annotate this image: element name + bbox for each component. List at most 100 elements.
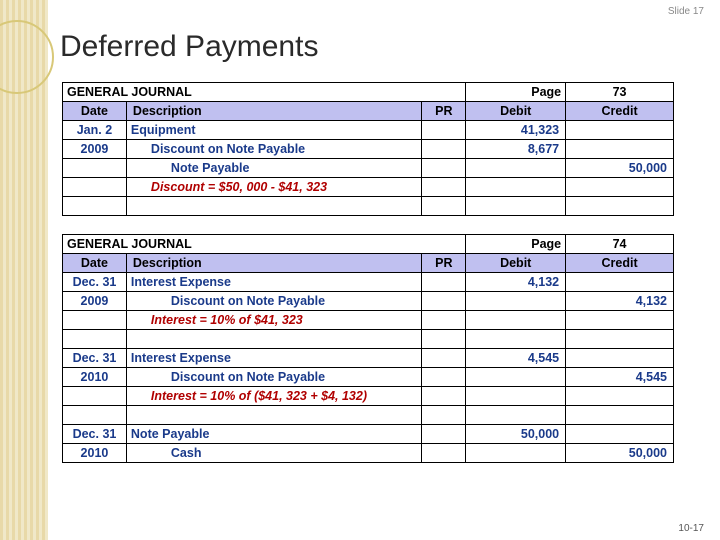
cell-debit: 4,545	[466, 349, 566, 368]
col-description: Description	[126, 254, 421, 273]
cell-description: Note Payable	[126, 159, 421, 178]
table-row: Dec. 31Note Payable50,000	[63, 425, 674, 444]
cell-credit	[566, 387, 674, 406]
col-credit: Credit	[566, 102, 674, 121]
cell-description	[126, 406, 421, 425]
col-description: Description	[126, 102, 421, 121]
tables-container: GENERAL JOURNAL Page 73 Date Description…	[62, 82, 674, 481]
cell-description: Interest Expense	[126, 349, 421, 368]
journal-table-1: GENERAL JOURNAL Page 73 Date Description…	[62, 82, 674, 216]
cell-debit	[466, 444, 566, 463]
cell-date	[63, 330, 127, 349]
cell-date	[63, 387, 127, 406]
cell-date: Jan. 2	[63, 121, 127, 140]
col-date: Date	[63, 102, 127, 121]
page-title: Deferred Payments	[60, 30, 318, 64]
table-row: 2009Discount on Note Payable 8,677	[63, 140, 674, 159]
cell-date: 2009	[63, 292, 127, 311]
col-credit: Credit	[566, 254, 674, 273]
cell-debit: 4,132	[466, 273, 566, 292]
cell-credit	[566, 425, 674, 444]
cell-pr	[422, 387, 466, 406]
cell-debit: 8,677	[466, 140, 566, 159]
cell-credit	[566, 273, 674, 292]
cell-pr	[422, 425, 466, 444]
cell-debit	[466, 197, 566, 216]
table-row	[63, 197, 674, 216]
left-decoration	[0, 0, 48, 540]
table-row: Dec. 31Interest Expense4,132	[63, 273, 674, 292]
table-row: Interest = 10% of ($41, 323 + $4, 132)	[63, 387, 674, 406]
col-date: Date	[63, 254, 127, 273]
cell-credit	[566, 349, 674, 368]
cell-debit: 41,323	[466, 121, 566, 140]
cell-pr	[422, 140, 466, 159]
cell-description: Discount on Note Payable	[126, 140, 421, 159]
table-row: Note Payable 50,000	[63, 159, 674, 178]
cell-date	[63, 311, 127, 330]
table-row: Discount = $50, 000 - $41, 323	[63, 178, 674, 197]
cell-description: Interest Expense	[126, 273, 421, 292]
cell-date: 2010	[63, 368, 127, 387]
slide-label: Slide 17	[668, 6, 704, 17]
table-row: Dec. 31Interest Expense 4,545	[63, 349, 674, 368]
cell-date: Dec. 31	[63, 425, 127, 444]
table-row	[63, 330, 674, 349]
cell-description: Note Payable	[126, 425, 421, 444]
table-row: 2009Discount on Note Payable 4,132	[63, 292, 674, 311]
cell-pr	[422, 406, 466, 425]
cell-pr	[422, 311, 466, 330]
cell-date: 2009	[63, 140, 127, 159]
cell-pr	[422, 273, 466, 292]
cell-pr	[422, 159, 466, 178]
table-row: GENERAL JOURNAL Page 74	[63, 235, 674, 254]
cell-credit	[566, 406, 674, 425]
cell-credit	[566, 140, 674, 159]
cell-pr	[422, 121, 466, 140]
cell-date	[63, 197, 127, 216]
cell-pr	[422, 368, 466, 387]
table-row	[63, 406, 674, 425]
table-row: 2010Cash 50,000	[63, 444, 674, 463]
cell-debit	[466, 406, 566, 425]
cell-pr	[422, 444, 466, 463]
journal-heading: GENERAL JOURNAL	[63, 235, 466, 254]
cell-credit	[566, 121, 674, 140]
table-row: 2010Discount on Note Payable4,545	[63, 368, 674, 387]
cell-pr	[422, 292, 466, 311]
table-row: Jan. 2Equipment 41,323	[63, 121, 674, 140]
cell-date	[63, 178, 127, 197]
table-header-row: Date Description PR Debit Credit	[63, 102, 674, 121]
cell-debit	[466, 330, 566, 349]
page-footer: 10-17	[678, 523, 704, 534]
col-pr: PR	[422, 102, 466, 121]
cell-credit: 4,132	[566, 292, 674, 311]
cell-credit: 4,545	[566, 368, 674, 387]
page-number: 74	[566, 235, 674, 254]
cell-date: 2010	[63, 444, 127, 463]
col-pr: PR	[422, 254, 466, 273]
col-debit: Debit	[466, 254, 566, 273]
page-label: Page	[466, 83, 566, 102]
cell-description: Interest = 10% of $41, 323	[126, 311, 421, 330]
table-row: GENERAL JOURNAL Page 73	[63, 83, 674, 102]
cell-pr	[422, 178, 466, 197]
cell-pr	[422, 349, 466, 368]
cell-description	[126, 330, 421, 349]
cell-credit	[566, 311, 674, 330]
cell-credit	[566, 178, 674, 197]
cell-credit: 50,000	[566, 159, 674, 178]
cell-description: Discount on Note Payable	[126, 292, 421, 311]
cell-credit	[566, 197, 674, 216]
cell-debit	[466, 368, 566, 387]
cell-credit	[566, 330, 674, 349]
cell-description: Cash	[126, 444, 421, 463]
cell-date	[63, 406, 127, 425]
cell-description	[126, 197, 421, 216]
cell-debit	[466, 311, 566, 330]
cell-pr	[422, 197, 466, 216]
cell-description: Equipment	[126, 121, 421, 140]
cell-debit	[466, 292, 566, 311]
cell-date: Dec. 31	[63, 349, 127, 368]
cell-credit: 50,000	[566, 444, 674, 463]
